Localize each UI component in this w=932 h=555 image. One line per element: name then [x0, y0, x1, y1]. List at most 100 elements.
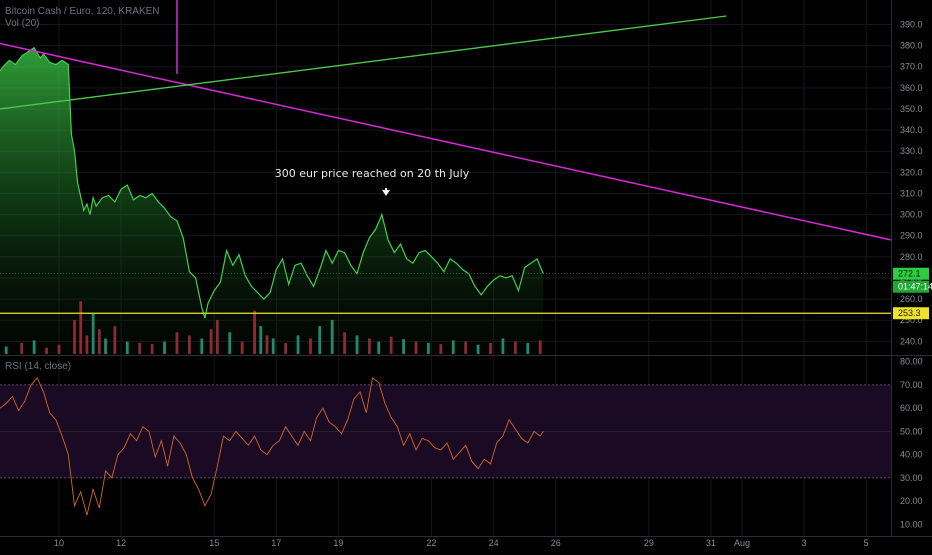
volume-bar: [85, 335, 89, 354]
price-tick-label: 370.0: [900, 62, 923, 72]
rsi-tick-label: 10.00: [900, 519, 923, 529]
volume-bar: [259, 326, 263, 354]
price-tick-label: 280.0: [900, 252, 923, 262]
volume-bar: [377, 341, 381, 354]
x-tick-label: 22: [427, 538, 437, 548]
volume-bar: [253, 310, 256, 354]
annotation-layer[interactable]: 300 eur price reached on 20 th July: [275, 167, 470, 196]
x-tick-label: 12: [116, 538, 126, 548]
rsi-tick-label: 80.00: [900, 357, 923, 367]
price-area-layer: [0, 46, 544, 354]
rsi-tick-label: 70.00: [900, 380, 923, 390]
volume-bar: [138, 342, 142, 354]
volume-bars: [4, 301, 542, 354]
x-tick-label: 26: [551, 538, 561, 548]
rsi-panel: [0, 377, 891, 516]
last-price-tag: 272.1: [898, 269, 921, 279]
price-tick-label: 390.0: [900, 19, 923, 29]
volume-bar: [439, 344, 443, 354]
price-tick-label: 260.0: [900, 294, 923, 304]
volume-bar: [309, 338, 312, 354]
price-tick-label: 350.0: [900, 104, 923, 114]
x-tick-label: 19: [333, 538, 343, 548]
downtrend-line: [0, 42, 892, 241]
volume-bar: [501, 338, 505, 354]
x-tick-label: 5: [864, 538, 869, 548]
volume-indicator-label[interactable]: Vol (20): [5, 18, 40, 29]
rsi-tick-label: 30.00: [900, 473, 923, 483]
volume-bar: [318, 326, 322, 354]
volume-bar: [402, 339, 405, 354]
volume-bar: [97, 329, 101, 354]
volume-bar: [240, 341, 244, 354]
price-line: [0, 46, 544, 319]
volume-bar: [526, 342, 530, 354]
symbol-title[interactable]: Bitcoin Cash / Euro, 120, KRAKEN: [5, 6, 160, 17]
volume-bar: [414, 341, 418, 354]
volume-bar: [513, 341, 517, 354]
volume-bar: [163, 341, 166, 354]
volume-bar: [73, 319, 76, 354]
down-arrow-icon: [382, 188, 390, 196]
volume-bar: [91, 313, 95, 354]
volume-bar: [368, 338, 371, 354]
x-tick-label: 15: [209, 538, 219, 548]
volume-bar: [57, 344, 61, 354]
volume-bar: [187, 335, 191, 354]
uptrend-line: [0, 15, 727, 110]
volume-bar: [451, 340, 455, 354]
x-tick-label: 17: [271, 538, 281, 548]
volume-bar: [209, 329, 213, 354]
x-tick-label: Aug: [734, 538, 750, 548]
drawing-lines[interactable]: [0, 0, 892, 314]
volume-bar: [355, 335, 359, 354]
volume-bar: [150, 344, 154, 354]
volume-bar: [215, 319, 219, 354]
price-tick-label: 330.0: [900, 146, 923, 156]
price-tick-label: 300.0: [900, 210, 923, 220]
volume-bar: [45, 347, 48, 354]
volume-bar: [389, 336, 393, 354]
price-tick-label: 380.0: [900, 41, 923, 51]
price-tick-label: 290.0: [900, 231, 923, 241]
volume-bar: [427, 342, 430, 354]
volume-bar: [175, 332, 179, 354]
volume-bar: [538, 340, 542, 354]
price-tick-label: 340.0: [900, 125, 923, 135]
volume-bar: [464, 341, 468, 354]
rsi-indicator-label[interactable]: RSI (14, close): [5, 361, 72, 372]
volume-bar: [228, 332, 232, 354]
volume-bar: [4, 346, 8, 354]
support-price-tag: 253.3: [898, 308, 921, 318]
price-tags: 272.1 01:47:14 253.3: [893, 267, 932, 320]
rsi-tick-label: 60.00: [900, 403, 923, 413]
price-area-fill: [0, 47, 544, 354]
countdown-tag-bg: [893, 280, 929, 293]
rsi-tick-label: 40.00: [900, 450, 923, 460]
price-tick-label: 240.0: [900, 336, 923, 346]
price-tick-label: 310.0: [900, 188, 923, 198]
volume-bar: [284, 342, 288, 354]
volume-bar: [113, 326, 117, 354]
volume-bar: [489, 342, 492, 354]
volume-bar: [200, 338, 204, 354]
grid: [0, 0, 891, 536]
rsi-tick-label: 50.00: [900, 426, 923, 436]
x-tick-label: 29: [644, 538, 654, 548]
volume-bar: [296, 335, 300, 354]
volume-bar: [125, 341, 129, 354]
last-price-tag-bg: [893, 267, 929, 280]
support-price-tag-bg: [893, 307, 929, 320]
x-tick-label: 10: [54, 538, 64, 548]
volume-bar: [343, 332, 347, 354]
x-tick-label: 24: [489, 538, 499, 548]
volume-bar: [79, 301, 83, 354]
x-tick-label: 31: [706, 538, 716, 548]
volume-bar: [104, 338, 107, 354]
countdown-tag: 01:47:14: [898, 282, 932, 292]
annotation-text[interactable]: 300 eur price reached on 20 th July: [275, 167, 470, 180]
volume-bar: [330, 319, 334, 354]
